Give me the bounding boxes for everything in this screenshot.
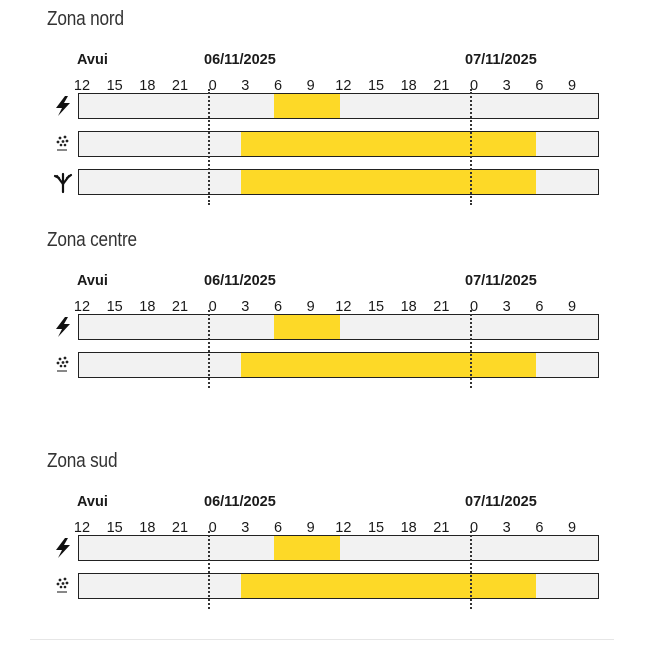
hour-tick-label: 6	[273, 299, 283, 315]
warning-timeline-bar	[78, 131, 599, 157]
hour-tick-label: 15	[106, 520, 123, 536]
hour-tick-label: 15	[367, 520, 385, 536]
warning-period-highlight	[241, 170, 536, 194]
hour-tick-label: 3	[241, 78, 250, 94]
date-label: 07/11/2025	[465, 273, 537, 289]
date-label: 06/11/2025	[204, 52, 276, 68]
hour-ticks-row: 12 15 18 21 0 3 6 9 12 15 18 21 0 3 6 9	[0, 299, 650, 319]
date-label: 06/11/2025	[204, 273, 276, 289]
warning-period-highlight	[241, 353, 536, 377]
date-labels-row: Avui 06/11/2025 07/11/2025	[0, 273, 650, 293]
rain-icon	[52, 574, 74, 598]
hour-tick-label: 9	[306, 299, 315, 315]
hour-tick-label: 3	[241, 299, 250, 315]
hour-tick-label: 18	[400, 299, 417, 315]
hour-tick-label: 0	[208, 78, 217, 94]
hour-tick-label: 0	[469, 299, 479, 315]
hour-tick-label: 21	[171, 299, 189, 315]
hour-tick-label: 18	[400, 520, 417, 536]
date-labels-row: Avui 06/11/2025 07/11/2025	[0, 494, 650, 514]
zone-section: Zona centre Avui 06/11/2025 07/11/2025 12 15 1…	[0, 229, 650, 444]
zone-title: Zona nord	[47, 8, 124, 30]
warning-period-highlight	[274, 315, 340, 339]
zone-section: Zona sud Avui 06/11/2025 07/11/2025 12 15 18 21…	[0, 450, 650, 665]
warning-period-highlight	[241, 132, 536, 156]
hour-tick-label: 21	[433, 78, 450, 94]
hour-ticks-row: 12 15 18 21 0 3 6 9 12 15 18 21 0 3 6 9	[0, 78, 650, 98]
hour-tick-label: 21	[171, 78, 189, 94]
warning-timeline-bar	[78, 352, 599, 378]
hour-tick-label: 3	[502, 520, 511, 536]
day-separator-line	[470, 310, 472, 388]
hour-tick-label: 15	[367, 78, 385, 94]
hour-tick-label: 18	[139, 78, 156, 94]
lightning-icon	[52, 536, 74, 560]
hour-tick-label: 9	[306, 520, 315, 536]
rain-icon	[52, 353, 74, 377]
date-label: 06/11/2025	[204, 494, 276, 510]
hour-tick-label: 6	[535, 78, 544, 94]
today-label: Avui	[77, 52, 108, 68]
rain-icon	[52, 132, 74, 156]
hour-tick-label: 15	[106, 299, 123, 315]
warning-timeline-bar	[78, 93, 599, 119]
day-separator-line	[208, 531, 210, 609]
hour-tick-label: 18	[400, 78, 417, 94]
warning-timeline-bar	[78, 535, 599, 561]
hour-tick-label: 0	[208, 299, 217, 315]
hour-tick-label: 15	[367, 299, 385, 315]
day-separator-line	[208, 310, 210, 388]
warning-period-highlight	[241, 574, 536, 598]
hour-tick-label: 0	[208, 520, 217, 536]
zone-section: Zona nord Avui 06/11/2025 07/11/2025 12 15 18 2…	[0, 8, 650, 223]
zone-title: Zona sud	[47, 450, 118, 472]
hour-tick-label: 0	[469, 78, 479, 94]
tree-wind-icon	[52, 170, 74, 194]
warning-period-highlight	[274, 536, 340, 560]
hour-tick-label: 12	[335, 299, 352, 315]
warning-timeline-bar	[78, 169, 599, 195]
day-separator-line	[470, 531, 472, 609]
hour-tick-label: 0	[469, 520, 479, 536]
hour-tick-label: 18	[139, 299, 156, 315]
today-label: Avui	[77, 494, 108, 510]
hour-tick-label: 12	[335, 78, 352, 94]
warning-period-highlight	[274, 94, 340, 118]
hour-tick-label: 18	[139, 520, 156, 536]
bottom-divider	[30, 639, 614, 640]
lightning-icon	[52, 315, 74, 339]
hour-tick-label: 12	[335, 520, 352, 536]
hour-tick-label: 3	[502, 78, 511, 94]
hour-tick-label: 15	[106, 78, 123, 94]
zone-title: Zona centre	[47, 229, 137, 251]
hour-tick-label: 12	[73, 299, 91, 315]
hour-tick-label: 12	[73, 78, 91, 94]
hour-ticks-row: 12 15 18 21 0 3 6 9 12 15 18 21 0 3 6 9	[0, 520, 650, 540]
day-separator-line	[208, 89, 210, 205]
date-label: 07/11/2025	[465, 52, 537, 68]
hour-tick-label: 9	[306, 78, 315, 94]
day-separator-line	[470, 89, 472, 205]
hour-tick-label: 6	[535, 299, 544, 315]
date-labels-row: Avui 06/11/2025 07/11/2025	[0, 52, 650, 72]
hour-tick-label: 21	[433, 520, 450, 536]
hour-tick-label: 9	[568, 299, 577, 315]
hour-tick-label: 9	[568, 78, 577, 94]
hour-tick-label: 3	[241, 520, 250, 536]
hour-tick-label: 3	[502, 299, 511, 315]
hour-tick-label: 6	[273, 520, 283, 536]
today-label: Avui	[77, 273, 108, 289]
hour-tick-label: 21	[171, 520, 189, 536]
hour-tick-label: 6	[273, 78, 283, 94]
hour-tick-label: 21	[433, 299, 450, 315]
hour-tick-label: 12	[73, 520, 91, 536]
hour-tick-label: 6	[535, 520, 544, 536]
warning-timeline-bar	[78, 314, 599, 340]
hour-tick-label: 9	[568, 520, 577, 536]
lightning-icon	[52, 94, 74, 118]
warning-timeline-bar	[78, 573, 599, 599]
date-label: 07/11/2025	[465, 494, 537, 510]
